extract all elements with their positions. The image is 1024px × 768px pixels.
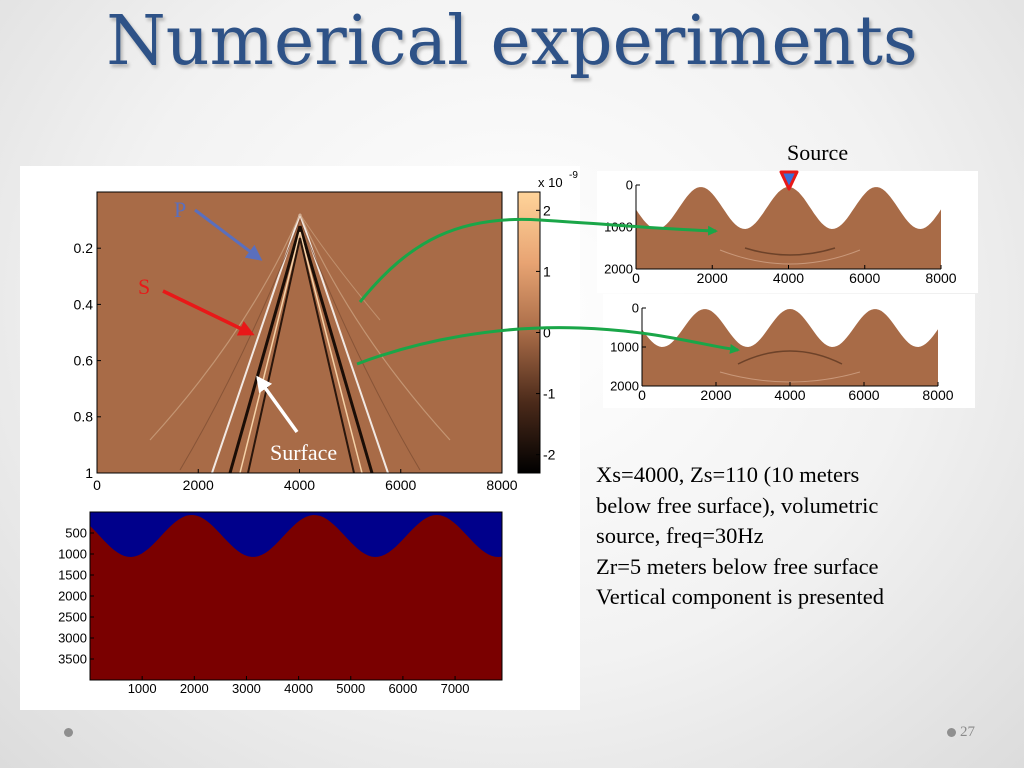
s-wave-arrow (162, 289, 255, 336)
slide-title: Numerical experiments (106, 2, 918, 81)
x-tick-label: 6000 (849, 270, 880, 286)
wavefield-top-x-ticks: 0 2000 4000 6000 8000 (632, 265, 957, 286)
seismogram-y-ticks: 0.2 0.4 0.6 0.8 1 (74, 240, 101, 481)
colorbar-tick-label: -2 (543, 447, 556, 463)
x-tick-label: 6000 (385, 477, 416, 493)
page-number: 27 (960, 724, 975, 740)
description-line: Vertical component is presented (596, 584, 885, 609)
x-tick-label: 6000 (388, 681, 417, 696)
y-tick-label: 2500 (58, 610, 87, 625)
experiment-description: Xs=4000, Zs=110 (10 meters below free su… (596, 460, 996, 613)
colorbar-tick-label: 2 (543, 202, 551, 218)
colorbar: x 10 -9 2 1 0 -1 -2 (517, 170, 578, 474)
y-tick-label: 2000 (604, 262, 633, 277)
x-tick-label: 4000 (284, 477, 315, 493)
slide-bullet-dot-right (947, 728, 956, 737)
x-tick-label: 4000 (774, 387, 805, 403)
source-label: Source (787, 140, 849, 165)
surface-wave-arrow (256, 375, 299, 434)
y-tick-label: 2000 (58, 589, 87, 604)
p-wave-label: P (174, 197, 187, 222)
description-line: Zr=5 meters below free surface (596, 553, 879, 579)
wavefield-top-y-ticks: 0 1000 2000 (604, 178, 640, 277)
colorbar-ticks: 2 1 0 -1 -2 (536, 202, 556, 463)
x-tick-label: 6000 (848, 387, 879, 403)
wavefield-bottom-body (642, 309, 938, 386)
x-tick-label: 3000 (232, 681, 261, 696)
source-marker-icon (779, 170, 799, 191)
colorbar-tick-label: 1 (543, 263, 551, 279)
x-tick-label: 2000 (697, 270, 728, 286)
wavefield-top-wavefront (744, 247, 836, 256)
y-tick-label: 0 (632, 301, 639, 316)
x-tick-label: 4000 (284, 681, 313, 696)
y-tick-label: 1000 (604, 220, 633, 235)
description-line: source, freq=30Hz (596, 523, 764, 548)
x-tick-label: 2000 (183, 477, 214, 493)
y-tick-label: 2000 (610, 379, 639, 394)
x-tick-label: 0 (632, 270, 640, 286)
colorbar-tick-label: -1 (543, 386, 556, 402)
green-arrow-upper (358, 217, 718, 303)
colorbar-tick-label: 0 (543, 325, 551, 341)
model-bottom-layer (90, 515, 502, 680)
y-tick-label: 0.6 (74, 353, 94, 369)
model-x-ticks: 1000 2000 3000 4000 5000 6000 7000 (128, 676, 470, 696)
y-tick-label: 1000 (610, 340, 639, 355)
description-line: Xs=4000, Zs=110 (10 meters (596, 462, 860, 487)
seismogram-events (149, 213, 451, 474)
y-tick-label: 3000 (58, 631, 87, 646)
p-wave-arrow (194, 208, 263, 261)
x-tick-label: 0 (93, 477, 101, 493)
x-tick-label: 2000 (700, 387, 731, 403)
s-wave-label: S (138, 274, 151, 299)
wavefield-bottom-x-ticks: 0 2000 4000 6000 8000 (638, 382, 954, 403)
slide-bullet-dot-left (64, 728, 73, 737)
y-tick-label: 0 (626, 178, 633, 193)
y-tick-label: 0.2 (74, 240, 94, 256)
wavefield-top-body (636, 187, 941, 269)
y-tick-label: 0.4 (74, 296, 94, 312)
wavefield-bottom-y-ticks: 0 1000 2000 (610, 301, 646, 394)
seismogram-x-ticks: 0 2000 4000 6000 8000 (93, 469, 518, 493)
wavefield-bottom-wavefront (737, 350, 843, 365)
description-line: below free surface), volumetric (596, 492, 879, 518)
x-tick-label: 8000 (486, 477, 517, 493)
colorbar-exponent: -9 (569, 170, 578, 181)
x-tick-label: 0 (638, 387, 646, 403)
model-y-ticks: 500 1000 1500 2000 2500 3000 3500 (58, 526, 94, 667)
y-tick-label: 3500 (58, 652, 87, 667)
y-tick-label: 1500 (58, 568, 87, 583)
x-tick-label: 2000 (180, 681, 209, 696)
colorbar-exponent-label: x 10 (538, 175, 563, 190)
x-tick-label: 1000 (128, 681, 157, 696)
x-tick-label: 5000 (336, 681, 365, 696)
y-tick-label: 0.8 (74, 409, 94, 425)
x-tick-label: 4000 (773, 270, 804, 286)
seismogram-chart: 0 2000 4000 6000 8000 0.2 0.4 0.6 0.8 1 (74, 191, 518, 493)
x-tick-label: 8000 (922, 387, 953, 403)
x-tick-label: 7000 (441, 681, 470, 696)
velocity-model-chart: 1000 2000 3000 4000 5000 6000 7000 500 1000 1500… (58, 511, 503, 696)
green-arrow-lower (356, 326, 740, 366)
surface-wave-label: Surface (270, 440, 338, 465)
y-tick-label: 1 (85, 465, 93, 481)
y-tick-label: 1000 (58, 547, 87, 562)
y-tick-label: 500 (65, 526, 87, 541)
x-tick-label: 8000 (925, 270, 956, 286)
